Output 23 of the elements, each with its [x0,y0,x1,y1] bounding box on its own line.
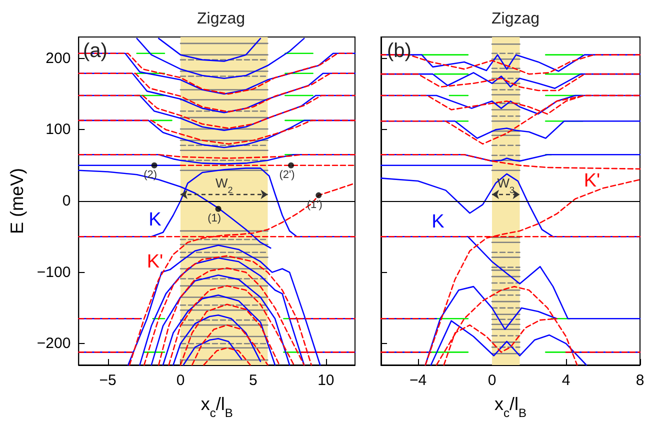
x-tick-label: 0 [176,372,185,389]
x-tick-label: 8 [636,372,644,389]
annotation: (1) [208,212,222,224]
annotation: (2') [279,168,295,181]
x-tick-label: 10 [318,372,334,389]
series-label: K [432,212,445,232]
series-label: K' [146,252,164,272]
y-tick-label: 200 [46,50,71,67]
x-tick-label: 4 [562,372,570,389]
x-tick-label: −5 [99,372,116,389]
chart-title: Zigzag [196,10,246,28]
y-tick-label: −200 [36,335,71,352]
y-tick-label: −100 [36,264,71,281]
series-label: K' [584,170,600,192]
series-label: K [148,210,162,230]
x-tick-label: 5 [249,372,258,389]
y-axis-title: E (meV) [7,168,27,234]
annotation: (1') [306,198,322,211]
chart-title: Zigzag [491,10,540,28]
y-tick-label: 0 [62,192,71,210]
y-tick-label: 100 [46,121,71,138]
x-tick-label: 0 [488,372,496,389]
x-tick-label: −4 [409,372,427,389]
